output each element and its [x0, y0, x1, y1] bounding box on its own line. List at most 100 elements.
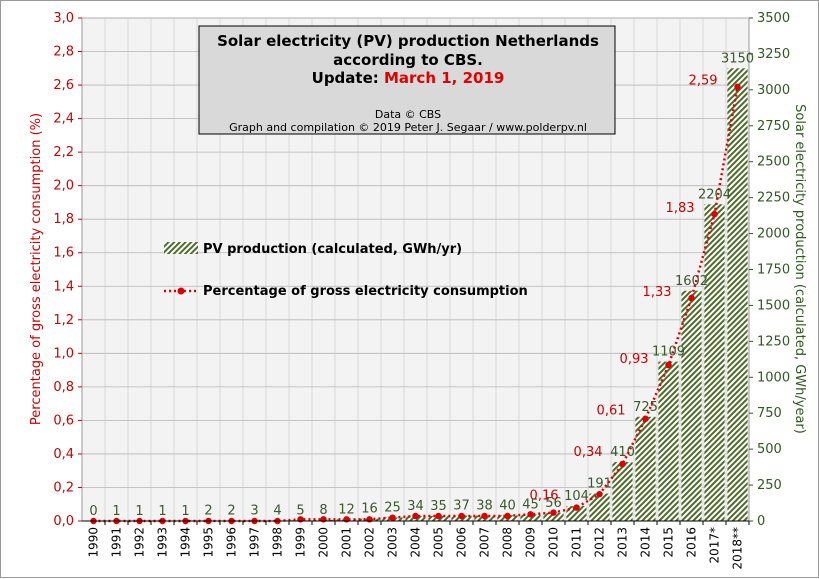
x-tick-label: 2009 — [524, 527, 538, 558]
x-tick-label: 2013 — [616, 527, 630, 558]
x-tick-label: 1992 — [133, 527, 147, 558]
graph-credit: Graph and compilation © 2019 Peter J. Se… — [229, 121, 587, 134]
bar-value-label: 1 — [181, 504, 189, 519]
right-tick-label: 2750 — [757, 119, 790, 134]
left-tick-label: 0,4 — [53, 447, 74, 462]
percentage-label: 1,33 — [643, 285, 672, 300]
legend-line-marker — [178, 288, 185, 295]
bar-value-label: 35 — [430, 499, 447, 514]
data-credit: Data © CBS — [375, 108, 441, 121]
percentage-label: 1,83 — [666, 201, 695, 216]
bar-value-label: 12 — [338, 502, 355, 517]
bar-value-label: 0 — [89, 504, 97, 519]
bar-2014 — [635, 417, 655, 521]
percentage-point-2002 — [366, 516, 372, 522]
percentage-point-2004 — [412, 513, 418, 519]
right-tick-label: 3500 — [757, 11, 790, 26]
percentage-point-2003 — [389, 514, 395, 520]
right-tick-label: 3250 — [757, 47, 790, 62]
right-tick-label: 2250 — [757, 191, 790, 206]
update-date: March 1, 2019 — [384, 69, 504, 87]
left-tick-label: 2,0 — [53, 179, 74, 194]
right-tick-label: 1750 — [757, 263, 790, 278]
right-axis-ticks: 0250500750100012501500175020002250250027… — [749, 11, 790, 529]
bar-value-label: 2 — [227, 504, 235, 519]
left-tick-label: 0,2 — [53, 480, 74, 495]
x-tick-label: 2018** — [731, 527, 745, 570]
x-tick-label: 2010 — [547, 527, 561, 558]
bar-value-label: 104 — [564, 489, 589, 504]
left-axis-ticks: 0,00,20,40,60,81,01,21,41,61,82,02,22,42… — [53, 11, 82, 529]
legend-line-label: Percentage of gross electricity consumpt… — [203, 284, 528, 299]
x-tick-label: 1999 — [294, 527, 308, 558]
left-tick-label: 0,6 — [53, 413, 74, 428]
x-tick-label: 1994 — [179, 527, 193, 558]
percentage-point-2009 — [527, 511, 533, 517]
x-tick-label: 2001 — [340, 527, 354, 558]
update-prefix: Update: — [312, 69, 384, 87]
left-tick-label: 2,4 — [53, 112, 74, 127]
bar-value-label: 25 — [384, 500, 401, 515]
bar-value-label: 38 — [476, 499, 493, 514]
chart-title-line2: according to CBS. — [333, 51, 483, 69]
x-tick-label: 1993 — [156, 527, 170, 558]
percentage-point-2018** — [734, 84, 740, 90]
right-tick-label: 500 — [757, 442, 782, 457]
x-tick-label: 1996 — [225, 527, 239, 558]
bar-value-label: 40 — [499, 498, 516, 513]
bar-value-label: 2204 — [698, 187, 731, 202]
chart-title-update: Update: March 1, 2019 — [312, 69, 505, 87]
left-tick-label: 1,8 — [53, 212, 74, 227]
x-tick-label: 1991 — [110, 527, 124, 558]
left-tick-label: 1,4 — [53, 279, 74, 294]
bar-value-label: 1602 — [675, 274, 708, 289]
bar-value-label: 16 — [361, 502, 378, 517]
left-tick-label: 1,0 — [53, 346, 74, 361]
bar-value-label: 191 — [587, 477, 612, 492]
left-tick-label: 0,8 — [53, 380, 74, 395]
x-axis-ticks: 1990 1991 1992 1993 1994 1995 1996 1997 1998 1999… — [82, 521, 749, 570]
right-tick-label: 0 — [757, 514, 765, 529]
bar-value-label: 4 — [273, 503, 281, 518]
percentage-point-2015 — [665, 362, 671, 368]
bar-value-label: 8 — [319, 503, 327, 518]
bar-value-label: 1 — [112, 504, 120, 519]
x-tick-label: 2000 — [317, 527, 331, 558]
bar-2018** — [727, 68, 747, 521]
x-tick-label: 2015 — [662, 527, 676, 558]
right-tick-label: 1000 — [757, 370, 790, 385]
percentage-point-2013 — [619, 461, 625, 467]
bar-value-label: 1 — [135, 504, 143, 519]
bar-value-label: 1 — [158, 504, 166, 519]
x-tick-label: 1990 — [87, 527, 101, 558]
x-tick-label: 2008 — [501, 527, 515, 558]
bar-value-label: 37 — [453, 499, 470, 514]
left-tick-label: 0,0 — [53, 514, 74, 529]
percentage-point-2017* — [711, 211, 717, 217]
x-tick-label: 1995 — [202, 527, 216, 558]
bar-value-label: 1109 — [652, 345, 685, 360]
percentage-label: 0,93 — [620, 352, 649, 367]
x-tick-label: 1997 — [248, 527, 262, 558]
x-tick-label: 1998 — [271, 527, 285, 558]
right-tick-label: 250 — [757, 478, 782, 493]
right-tick-label: 3000 — [757, 83, 790, 98]
left-tick-label: 3,0 — [53, 11, 74, 26]
bar-2012 — [589, 494, 609, 521]
percentage-label: 0,61 — [597, 404, 626, 419]
x-tick-label: 2007 — [478, 527, 492, 558]
x-tick-label: 2003 — [386, 527, 400, 558]
right-tick-label: 750 — [757, 406, 782, 421]
percentage-label: 0,34 — [574, 445, 603, 460]
right-tick-label: 2500 — [757, 155, 790, 170]
bar-2016 — [681, 291, 701, 521]
x-tick-label: 2005 — [432, 527, 446, 558]
bar-value-label: 725 — [633, 400, 658, 415]
percentage-point-2000 — [320, 516, 326, 522]
percentage-point-2010 — [550, 509, 556, 515]
bar-2017* — [704, 204, 724, 521]
percentage-point-2011 — [573, 504, 579, 510]
bar-2013 — [612, 462, 632, 521]
percentage-point-2005 — [435, 513, 441, 519]
title-box: Solar electricity (PV) production Nether… — [199, 26, 615, 134]
